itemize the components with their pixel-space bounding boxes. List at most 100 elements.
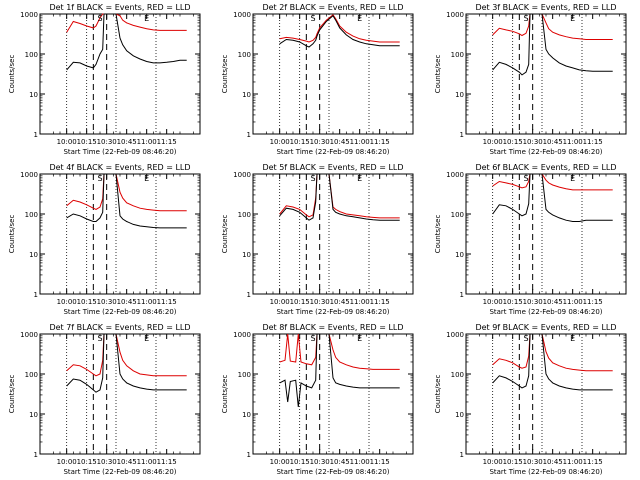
x-tick-label: 11:15 (583, 298, 603, 306)
interval-marker-e: E (570, 174, 575, 183)
plot-frame (465, 173, 627, 295)
x-tick-label: 10:15 (290, 138, 310, 146)
x-tick-label: 11:15 (370, 138, 390, 146)
x-tick-label: 10:45 (117, 298, 137, 306)
plot-frame (39, 13, 201, 135)
y-tick-label: 1000 (446, 331, 464, 339)
x-tick-label: 10:00 (270, 298, 290, 306)
detector-chart-6: Det 6f BLACK = Events, RED = LLD 1 10 100 10… (434, 163, 627, 316)
x-tick-label: 11:15 (583, 138, 603, 146)
x-tick-label: 11:00 (137, 458, 157, 466)
y-tick-label: 10 (29, 251, 38, 259)
interval-marker-s: S (97, 334, 102, 343)
interval-marker-s: S (97, 14, 102, 23)
y-tick-label: 1000 (233, 171, 251, 179)
y-tick-label: 1000 (446, 171, 464, 179)
x-tick-label: 10:15 (503, 458, 523, 466)
y-tick-label: 100 (238, 51, 251, 59)
x-tick-label: 10:00 (270, 138, 290, 146)
y-tick-label: 100 (238, 371, 251, 379)
chart-title: Det 8f BLACK = Events, RED = LLD (262, 323, 403, 332)
series-line-lld (279, 14, 400, 43)
detector-chart-5: Det 5f BLACK = Events, RED = LLD 1 10 100 10… (221, 163, 414, 316)
x-tick-label: 10:15 (77, 298, 97, 306)
x-axis-label: Start Time (22-Feb-09 08:46:20) (489, 468, 602, 476)
interval-marker-s: S (523, 334, 528, 343)
y-tick-label: 1000 (233, 11, 251, 19)
x-tick-label: 11:15 (583, 458, 603, 466)
series-line-events (66, 173, 187, 229)
x-tick-label: 10:45 (543, 298, 563, 306)
y-tick-label: 10 (242, 91, 251, 99)
series-line-events (492, 173, 613, 222)
x-tick-label: 11:00 (563, 298, 583, 306)
detector-chart-3: Det 3f BLACK = Events, RED = LLD 1 10 100 10… (434, 3, 627, 156)
y-tick-label: 100 (25, 211, 38, 219)
chart-title: Det 9f BLACK = Events, RED = LLD (475, 323, 616, 332)
x-tick-label: 10:15 (77, 138, 97, 146)
plot-frame (465, 13, 627, 135)
x-tick-label: 10:45 (117, 458, 137, 466)
x-tick-label: 10:15 (503, 138, 523, 146)
y-tick-label: 10 (242, 251, 251, 259)
interval-marker-e: E (144, 14, 149, 23)
x-tick-label: 10:15 (290, 298, 310, 306)
y-tick-label: 10 (455, 411, 464, 419)
plot-frame (252, 13, 414, 135)
x-axis-label: Start Time (22-Feb-09 08:46:20) (63, 308, 176, 316)
interval-marker-s: S (97, 174, 102, 183)
x-tick-label: 10:00 (483, 458, 503, 466)
series-line-lld (492, 333, 613, 372)
interval-marker-s: S (310, 14, 315, 23)
x-tick-label: 10:30 (523, 458, 543, 466)
y-axis-label: Counts/sec (221, 375, 229, 414)
series-line-events (279, 15, 400, 48)
chart-title: Det 5f BLACK = Events, RED = LLD (262, 163, 403, 172)
x-tick-label: 11:15 (370, 458, 390, 466)
y-tick-label: 10 (29, 91, 38, 99)
detector-chart-2: Det 2f BLACK = Events, RED = LLD 1 10 100 10… (221, 3, 414, 156)
detector-chart-1: Det 1f BLACK = Events, RED = LLD 1 10 100 10… (8, 3, 201, 156)
y-axis-label: Counts/sec (434, 375, 442, 414)
series-line-lld (492, 173, 613, 191)
y-tick-label: 1 (34, 131, 38, 139)
interval-marker-e: E (144, 174, 149, 183)
series-line-lld (279, 333, 400, 370)
x-tick-label: 10:00 (483, 138, 503, 146)
y-tick-label: 1000 (233, 331, 251, 339)
x-axis-label: Start Time (22-Feb-09 08:46:20) (489, 148, 602, 156)
chart-title: Det 4f BLACK = Events, RED = LLD (49, 163, 190, 172)
detector-chart-4: Det 4f BLACK = Events, RED = LLD 1 10 100 10… (8, 163, 201, 316)
y-tick-label: 1000 (20, 11, 38, 19)
x-tick-label: 11:00 (350, 458, 370, 466)
x-tick-label: 10:00 (57, 298, 77, 306)
detector-chart-9: Det 9f BLACK = Events, RED = LLD 1 10 100 10… (434, 323, 627, 476)
x-tick-label: 11:15 (157, 298, 177, 306)
chart-title: Det 7f BLACK = Events, RED = LLD (49, 323, 190, 332)
x-tick-label: 10:30 (523, 138, 543, 146)
x-tick-label: 11:00 (350, 298, 370, 306)
y-tick-label: 1 (247, 291, 251, 299)
series-line-lld (66, 333, 187, 377)
x-tick-label: 11:00 (563, 138, 583, 146)
x-tick-label: 10:30 (97, 138, 117, 146)
detector-chart-7: Det 7f BLACK = Events, RED = LLD 1 10 100 10… (8, 323, 201, 476)
x-axis-label: Start Time (22-Feb-09 08:46:20) (489, 308, 602, 316)
y-tick-label: 1 (460, 451, 464, 459)
y-tick-label: 10 (455, 91, 464, 99)
y-tick-label: 1000 (20, 171, 38, 179)
series-line-events (492, 333, 613, 391)
y-tick-label: 100 (25, 51, 38, 59)
x-tick-label: 11:00 (563, 458, 583, 466)
interval-marker-s: S (310, 174, 315, 183)
x-tick-label: 10:00 (270, 458, 290, 466)
interval-marker-s: S (523, 174, 528, 183)
y-tick-label: 100 (451, 51, 464, 59)
x-tick-label: 10:00 (483, 298, 503, 306)
y-tick-label: 1 (460, 291, 464, 299)
x-tick-label: 11:15 (370, 298, 390, 306)
y-axis-label: Counts/sec (434, 55, 442, 94)
x-tick-label: 10:45 (330, 298, 350, 306)
interval-marker-e: E (570, 334, 575, 343)
x-tick-label: 10:30 (310, 458, 330, 466)
